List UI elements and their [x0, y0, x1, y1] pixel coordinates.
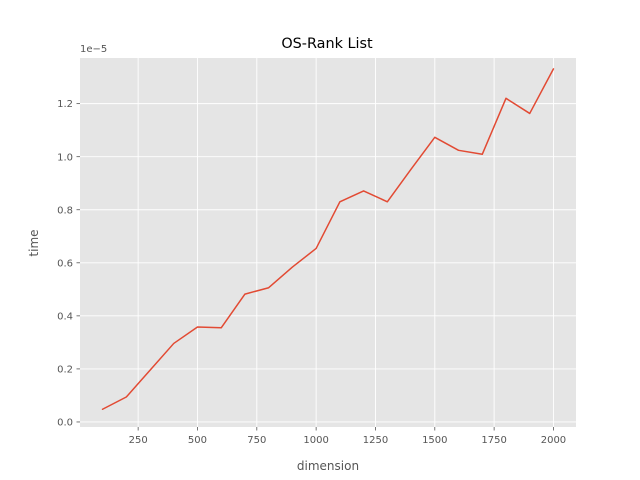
series-line [101, 68, 555, 410]
y-axis-label: time [27, 229, 41, 256]
x-tick-label: 500 [188, 435, 207, 446]
y-tick-label: 1.2 [57, 99, 73, 110]
x-axis-ticks: 250 500 750 1000 1250 1500 1750 2000 [129, 427, 566, 446]
x-tick-label: 1000 [303, 435, 328, 446]
x-tick-label: 1750 [481, 435, 506, 446]
y-tick-label: 0.2 [57, 365, 73, 376]
chart-title: OS-Rank List [281, 36, 373, 52]
x-tick-label: 250 [129, 435, 148, 446]
x-tick-label: 2000 [541, 435, 566, 446]
x-tick-label: 1500 [422, 435, 447, 446]
x-axis-label: dimension [297, 459, 359, 473]
x-tick-label: 750 [247, 435, 266, 446]
grid-lines [80, 58, 576, 427]
y-axis-offset-label: 1e−5 [80, 44, 107, 55]
y-tick-label: 0.0 [57, 418, 73, 429]
y-axis-ticks: 0.0 0.2 0.4 0.6 0.8 1.0 1.2 [57, 99, 80, 429]
x-tick-label: 1250 [363, 435, 388, 446]
series-group [101, 68, 555, 410]
plot-area [80, 58, 576, 427]
y-tick-label: 1.0 [57, 152, 73, 163]
y-tick-label: 0.6 [57, 258, 73, 269]
y-tick-label: 0.4 [57, 311, 73, 322]
y-tick-label: 0.8 [57, 205, 73, 216]
